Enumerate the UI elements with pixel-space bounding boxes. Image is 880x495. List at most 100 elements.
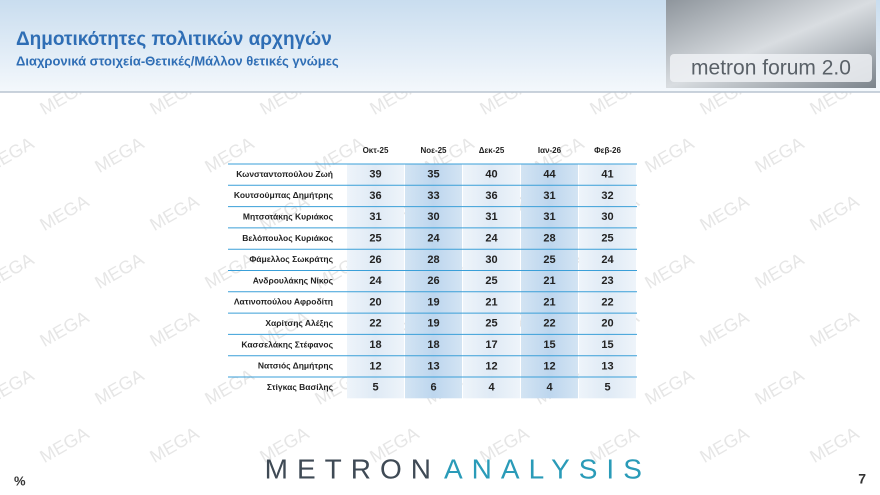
cell-value: 18 [427, 339, 439, 351]
column-header: Οκτ-25 [363, 146, 389, 155]
watermark: MEGA [641, 365, 697, 409]
cell-value: 30 [485, 254, 497, 266]
cell-value: 13 [601, 360, 613, 372]
cell-value: 26 [427, 275, 439, 287]
cell-value: 13 [427, 360, 439, 372]
watermark: MEGA [146, 307, 202, 351]
cell-value: 32 [601, 190, 613, 202]
column-band [579, 164, 636, 399]
cell-value: 12 [485, 360, 497, 372]
subtitle: Διαχρονικά στοιχεία-Θετικές/Μάλλον θετικ… [16, 53, 339, 68]
cell-value: 35 [427, 169, 439, 181]
cell-value: 25 [369, 232, 381, 244]
watermark: MEGA [751, 249, 807, 293]
cell-value: 30 [601, 211, 613, 223]
cell-value: 24 [369, 275, 382, 287]
row-label: Κουτσούμπας Δημήτρης [234, 190, 334, 200]
cell-value: 19 [427, 318, 439, 330]
column-header: Νοε-25 [420, 146, 447, 155]
cell-value: 41 [601, 169, 613, 181]
watermark: MEGA [751, 365, 807, 409]
cell-value: 24 [427, 232, 440, 244]
column-header: Ιαν-26 [538, 146, 562, 155]
cell-value: 12 [543, 360, 555, 372]
brand-1: METRON [265, 453, 440, 484]
cell-value: 15 [601, 339, 613, 351]
cell-value: 22 [601, 296, 613, 308]
watermark: MEGA [91, 249, 147, 293]
row-label: Λατινοπούλου Αφροδίτη [234, 297, 333, 307]
row-label: Φάμελλος Σωκράτης [249, 254, 333, 264]
watermark: MEGA [36, 307, 92, 351]
watermark: MEGA [36, 423, 92, 467]
watermark: MEGA [201, 365, 257, 409]
cell-value: 5 [604, 382, 610, 394]
cell-value: 36 [369, 190, 381, 202]
watermark: MEGA [751, 133, 807, 177]
unit: % [14, 473, 26, 488]
cell-value: 31 [369, 211, 381, 223]
watermark: MEGA [806, 423, 862, 467]
cell-value: 31 [543, 211, 555, 223]
cell-value: 26 [369, 254, 381, 266]
cell-value: 31 [485, 211, 497, 223]
cell-value: 18 [369, 339, 381, 351]
row-label: Βελόπουλος Κυριάκος [242, 233, 333, 243]
cell-value: 15 [543, 339, 555, 351]
row-label: Χαρίτσης Αλέξης [265, 318, 333, 328]
cell-value: 24 [485, 232, 498, 244]
cell-value: 17 [485, 339, 497, 351]
cell-value: 4 [488, 382, 495, 394]
watermark: MEGA [641, 133, 697, 177]
watermark: MEGA [146, 423, 202, 467]
cell-value: 20 [601, 318, 613, 330]
cell-value: 23 [601, 275, 613, 287]
cell-value: 36 [485, 190, 497, 202]
column-band [521, 164, 578, 399]
cell-value: 25 [543, 254, 555, 266]
cell-value: 44 [543, 169, 556, 181]
cell-value: 6 [430, 382, 436, 394]
cell-value: 21 [543, 275, 555, 287]
column-band [463, 164, 520, 399]
watermark: MEGA [696, 307, 752, 351]
watermark: MEGA [91, 133, 147, 177]
cell-value: 28 [543, 232, 555, 244]
column-band [347, 164, 404, 399]
watermark: MEGA [696, 191, 752, 235]
watermark: MEGA [146, 191, 202, 235]
watermark: MEGA [91, 365, 147, 409]
row-label: Στίγκας Βασίλης [267, 382, 334, 392]
cell-value: 25 [601, 232, 613, 244]
watermark: MEGA [36, 191, 92, 235]
cell-value: 33 [427, 190, 439, 202]
cell-value: 22 [543, 318, 555, 330]
column-band [405, 164, 462, 399]
watermark: MEGA [806, 191, 862, 235]
cell-value: 20 [369, 296, 381, 308]
row-label: Κωνσταντοπούλου Ζωή [236, 169, 333, 179]
row-label: Ανδρουλάκης Νίκος [253, 275, 334, 285]
logo-text: metron forum 2.0 [691, 57, 851, 80]
cell-value: 25 [485, 318, 497, 330]
cell-value: 28 [427, 254, 439, 266]
cell-value: 30 [427, 211, 439, 223]
column-header: Φεβ-26 [594, 146, 621, 155]
cell-value: 40 [485, 169, 497, 181]
watermark: MEGA [806, 307, 862, 351]
row-label: Μητσοτάκης Κυριάκος [243, 212, 334, 222]
cell-value: 39 [369, 169, 381, 181]
watermark: MEGA [0, 249, 37, 293]
cell-value: 25 [485, 275, 497, 287]
cell-value: 19 [427, 296, 439, 308]
watermark: MEGA [0, 133, 37, 177]
cell-value: 24 [601, 254, 614, 266]
table: Οκτ-25 Νοε-25 Δεκ-25 Ιαν-26 Φεβ-26 Κωνσταντοπ… [228, 146, 637, 399]
row-label: Νατσιός Δημήτρης [258, 361, 334, 371]
cell-value: 22 [369, 318, 381, 330]
brand-2: ANALYSIS [444, 453, 651, 484]
row-label: Κασσελάκης Στέφανος [241, 339, 333, 349]
cell-value: 5 [372, 382, 378, 394]
